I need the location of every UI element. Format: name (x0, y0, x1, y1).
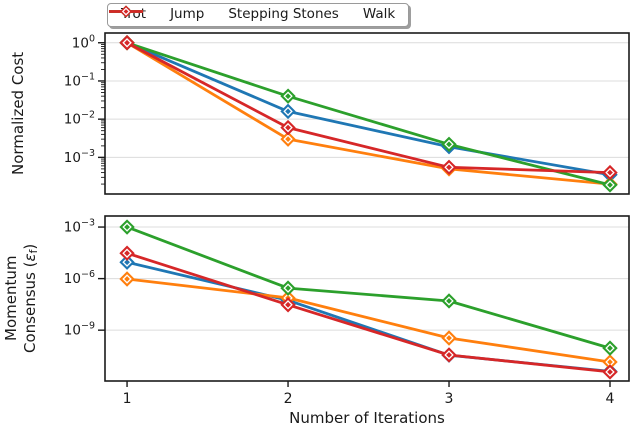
diamond-marker (280, 119, 296, 136)
series-walk (119, 245, 618, 380)
diamond-marker (441, 293, 457, 309)
legend: Trot Jump Stepping Stones Walk (107, 3, 410, 27)
diamond-marker (280, 103, 296, 120)
diamond-marker (119, 254, 135, 270)
bottom-plot: 10−3 10−6 10−9 1 2 3 4 (64, 215, 630, 407)
y-tick-label: 10−2 (64, 110, 95, 128)
series-stepping-stones (119, 219, 618, 356)
diamond-marker (119, 35, 135, 51)
gridlines (105, 42, 629, 158)
legend-label: Jump (170, 6, 205, 23)
diamond-marker (602, 364, 618, 380)
series-walk (119, 35, 618, 181)
diamond-marker (119, 245, 135, 261)
series-stepping-stones (119, 35, 618, 193)
diamond-marker (119, 219, 135, 235)
diamond-marker (119, 271, 135, 287)
y-tick-label: 10−1 (64, 71, 95, 89)
plot-border (104, 32, 630, 195)
y-tick-label: 10−3 (64, 218, 95, 236)
y-axis-ticks: 10−3 10−6 10−9 (64, 218, 105, 339)
diamond-marker (602, 177, 618, 193)
series-trot (119, 35, 618, 183)
diamond-marker (280, 88, 296, 104)
y-axis-ticks: 100 10−1 10−2 10−3 (64, 33, 105, 166)
diamond-marker (602, 164, 618, 181)
legend-item-jump: Jump (109, 5, 205, 23)
diamond-marker (602, 340, 618, 356)
series-jump (119, 271, 618, 370)
diamond-marker (441, 136, 457, 152)
diamond-marker (441, 347, 457, 363)
y-tick-label: 10−3 (64, 148, 95, 166)
walk-marker-icon (109, 5, 143, 18)
diamond-marker (280, 280, 296, 296)
x-tick-label: 3 (445, 391, 454, 407)
diamond-marker (441, 330, 457, 346)
bottom-y-axis-label: Momentum Consensus (εf) (2, 243, 40, 354)
x-tick-label: 4 (606, 391, 615, 407)
legend-item-stepping-stones: Stepping Stones (109, 5, 339, 23)
gridlines (105, 226, 629, 331)
x-axis-label: Number of Iterations (289, 409, 445, 427)
x-tick-label: 1 (123, 391, 132, 407)
x-tick-label: 2 (284, 391, 293, 407)
y-tick-label: 100 (72, 33, 95, 51)
diamond-marker (441, 159, 457, 176)
diamond-marker (280, 297, 296, 313)
y-tick-label: 10−9 (64, 321, 95, 339)
legend-label: Stepping Stones (228, 6, 339, 23)
x-axis-ticks: 1 2 3 4 (123, 381, 615, 407)
plot-border (104, 215, 630, 382)
diamond-marker (280, 131, 296, 147)
y-axis-minor-ticks (101, 44, 105, 185)
y-tick-label: 10−6 (64, 269, 95, 287)
legend-label: Walk (362, 6, 396, 23)
legend-item-walk: Walk (109, 5, 396, 23)
top-y-axis-label: Normalized Cost (9, 51, 27, 176)
top-plot: 100 10−1 10−2 10−3 (64, 32, 630, 195)
